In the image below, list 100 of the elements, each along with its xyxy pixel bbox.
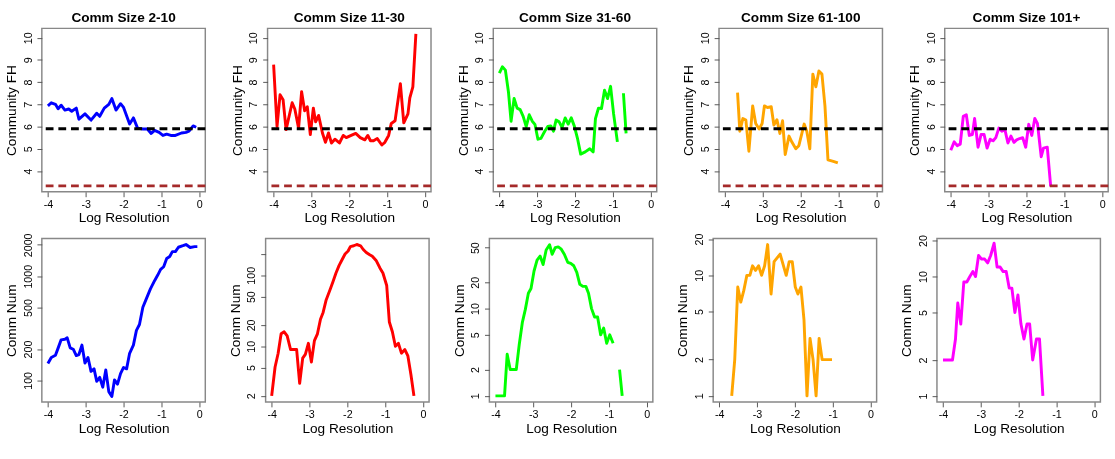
y-axis-title: Community FH: [229, 65, 245, 156]
y-tick-label: 6: [21, 124, 34, 131]
x-tick-label: 0: [1091, 408, 1098, 421]
x-tick-label: -2: [1022, 197, 1032, 210]
y-tick-label: 8: [21, 79, 34, 86]
y-tick-label: 10: [698, 32, 711, 45]
y-tick-label: 4: [473, 168, 486, 175]
y-tick-label: 10: [245, 340, 258, 353]
y-tick-label: 1: [692, 393, 705, 400]
x-tick-label: 0: [422, 197, 429, 210]
line-series: [46, 97, 198, 137]
line-series: [272, 32, 418, 147]
y-tick-label: 10: [916, 271, 929, 283]
x-axis-title: Log Resolution: [755, 210, 847, 226]
y-tick-label: 10: [692, 269, 705, 282]
x-tick-label: -4: [938, 408, 949, 421]
x-tick-label: -4: [269, 197, 279, 210]
y-tick-label: 8: [924, 79, 937, 86]
x-tick-label: -1: [157, 408, 167, 421]
x-axis-title: Log Resolution: [973, 420, 1065, 436]
x-tick-label: -4: [946, 197, 957, 210]
y-tick-label: 8: [247, 79, 260, 86]
x-tick-label: -1: [828, 408, 839, 421]
chart-title: Comm Size 31-60: [519, 9, 632, 25]
x-tick-label: -2: [343, 408, 353, 421]
y-axis-title: Comm Num: [451, 284, 467, 358]
y-tick-label: 7: [698, 101, 711, 108]
chart-title: Comm Size 2-10: [71, 9, 177, 25]
y-tick-label: 2: [692, 357, 705, 364]
x-tick-label: 0: [873, 197, 880, 210]
x-tick-label: -3: [305, 408, 315, 421]
y-tick-label: 10: [469, 303, 482, 316]
y-tick-label: 10: [473, 32, 486, 45]
x-tick-label: -4: [491, 408, 501, 421]
y-tick-label: 20: [245, 319, 258, 332]
x-tick-label: 0: [868, 408, 875, 421]
x-tick-label: 0: [1099, 197, 1106, 210]
x-tick-label: -4: [714, 408, 725, 421]
y-tick-label: 5: [247, 146, 260, 153]
x-axis-title: Log Resolution: [526, 420, 618, 436]
x-tick-label: -4: [495, 197, 505, 210]
x-tick-label: -3: [81, 197, 92, 210]
y-axis-title: Community FH: [4, 65, 20, 156]
x-tick-label: -3: [307, 197, 317, 210]
y-axis-title: Comm Num: [675, 284, 691, 358]
y-tick-label: 7: [21, 101, 34, 108]
y-tick-label: 4: [698, 168, 711, 175]
x-axis-title: Log Resolution: [981, 210, 1073, 226]
x-tick-label: -2: [119, 408, 129, 421]
line-series: [46, 243, 199, 398]
x-tick-label: -4: [43, 408, 54, 421]
y-axis-title: Community FH: [906, 65, 922, 156]
y-tick-label: 9: [21, 57, 34, 64]
y-tick-label: 20: [469, 276, 482, 289]
x-axis-title: Log Resolution: [302, 420, 394, 436]
y-tick-label: 2: [916, 357, 929, 364]
y-tick-label: 1: [469, 393, 482, 400]
x-tick-label: -2: [1014, 408, 1024, 421]
y-tick-label: 2: [469, 367, 482, 374]
x-tick-label: -1: [604, 408, 615, 421]
x-tick-label: -2: [570, 197, 581, 210]
y-tick-label: 10: [21, 32, 34, 45]
y-tick-label: 7: [247, 101, 260, 108]
y-tick-label: 5: [924, 146, 937, 153]
y-tick-label: 8: [473, 79, 486, 86]
y-tick-label: 7: [473, 101, 486, 108]
y-tick-label: 2: [245, 393, 258, 400]
y-axis-title: Community FH: [455, 65, 471, 156]
y-axis-title: Comm Num: [4, 284, 20, 358]
x-tick-label: -2: [796, 197, 807, 210]
y-tick-label: 1000: [21, 264, 34, 289]
line-series: [949, 113, 1053, 188]
chart-title: Comm Size 101+: [972, 9, 1081, 25]
line-series: [730, 243, 834, 398]
x-tick-label: -1: [1052, 408, 1062, 421]
x-tick-label: -1: [834, 197, 844, 210]
y-tick-label: 4: [247, 168, 260, 175]
x-tick-label: 0: [420, 408, 427, 421]
y-tick-label: 9: [247, 57, 260, 64]
y-tick-label: 6: [247, 124, 260, 131]
y-tick-label: 100: [245, 266, 258, 285]
y-tick-label: 5: [473, 146, 486, 153]
x-axis-title: Log Resolution: [749, 420, 841, 436]
x-tick-label: 0: [196, 197, 203, 210]
x-tick-label: -3: [752, 408, 763, 421]
y-tick-label: 500: [21, 299, 34, 317]
x-tick-label: -1: [608, 197, 619, 210]
y-tick-label: 10: [247, 32, 260, 45]
x-axis-title: Log Resolution: [304, 210, 396, 226]
x-tick-label: -2: [345, 197, 355, 210]
x-tick-label: -3: [529, 408, 539, 421]
x-tick-label: 0: [648, 197, 655, 210]
y-axis-title: Community FH: [681, 65, 697, 156]
x-tick-label: -4: [43, 197, 54, 210]
chart-title: Comm Size 11-30: [293, 9, 406, 25]
y-tick-label: 4: [21, 168, 34, 175]
line-series: [941, 241, 1045, 398]
y-tick-label: 5: [692, 309, 705, 316]
x-tick-label: -1: [1060, 197, 1070, 210]
y-tick-label: 6: [924, 124, 937, 131]
